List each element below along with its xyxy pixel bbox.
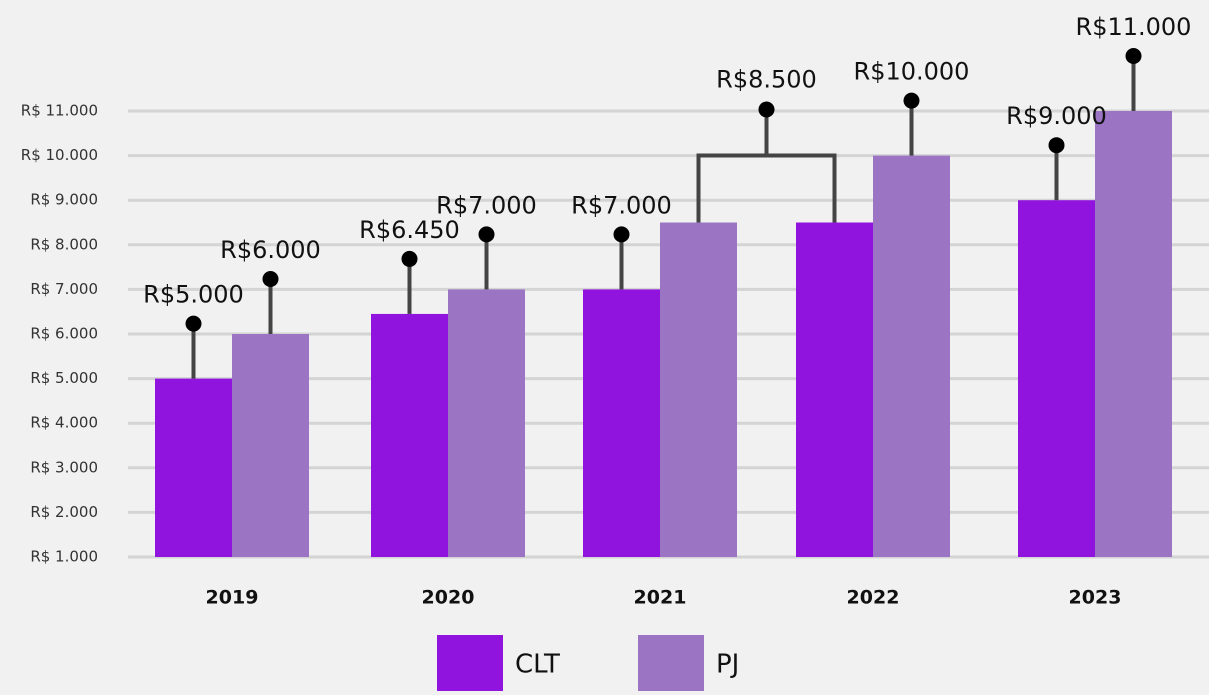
y-tick-label: R$ 6.000 xyxy=(30,325,98,343)
bar xyxy=(448,289,525,557)
y-tick-label: R$ 5.000 xyxy=(30,369,98,387)
leader-dot xyxy=(1125,48,1142,64)
leader-dot xyxy=(613,226,630,243)
y-tick-label: R$ 11.000 xyxy=(21,102,98,120)
bar xyxy=(1095,111,1172,557)
bar xyxy=(155,378,232,557)
value-label: R$6.000 xyxy=(220,236,321,264)
leader-dot xyxy=(401,250,418,267)
y-tick-label: R$ 1.000 xyxy=(30,548,98,566)
legend-swatch xyxy=(638,635,704,691)
x-tick-label: 2022 xyxy=(847,587,900,609)
y-tick-label: R$ 10.000 xyxy=(21,146,98,164)
x-tick-label: 2020 xyxy=(422,587,475,609)
y-tick-label: R$ 9.000 xyxy=(30,191,98,209)
legend-swatch xyxy=(437,635,503,691)
bar xyxy=(583,289,660,557)
value-label: R$11.000 xyxy=(1076,13,1192,41)
y-tick-label: R$ 4.000 xyxy=(30,414,98,432)
y-tick-label: R$ 7.000 xyxy=(30,280,98,298)
bar xyxy=(796,222,873,557)
leader-dot xyxy=(1048,137,1065,154)
bar xyxy=(1018,200,1095,557)
bar xyxy=(873,155,950,557)
x-tick-label: 2023 xyxy=(1069,587,1122,609)
y-tick-label: R$ 2.000 xyxy=(30,503,98,521)
y-tick-label: R$ 8.000 xyxy=(30,235,98,253)
bracket xyxy=(696,153,837,223)
leader-dot xyxy=(903,92,920,109)
value-label: R$8.500 xyxy=(716,66,817,94)
x-tick-label: 2021 xyxy=(634,587,687,609)
bar xyxy=(660,222,737,557)
bar xyxy=(371,313,448,557)
value-label: R$5.000 xyxy=(143,281,244,309)
value-label: R$6.450 xyxy=(359,216,460,244)
value-label: R$7.000 xyxy=(571,191,672,219)
x-tick-label: 2019 xyxy=(206,587,259,609)
value-label: R$10.000 xyxy=(854,58,970,86)
leader-dot xyxy=(758,101,775,118)
value-label: R$7.000 xyxy=(436,191,537,219)
value-label: R$9.000 xyxy=(1006,102,1107,130)
y-tick-label: R$ 3.000 xyxy=(30,458,98,476)
legend-label: PJ xyxy=(716,650,739,680)
bar xyxy=(232,334,309,557)
leader-dot xyxy=(478,226,495,243)
legend-label: CLT xyxy=(515,650,560,680)
leader-dot xyxy=(185,315,202,332)
leader-dot xyxy=(262,271,279,287)
